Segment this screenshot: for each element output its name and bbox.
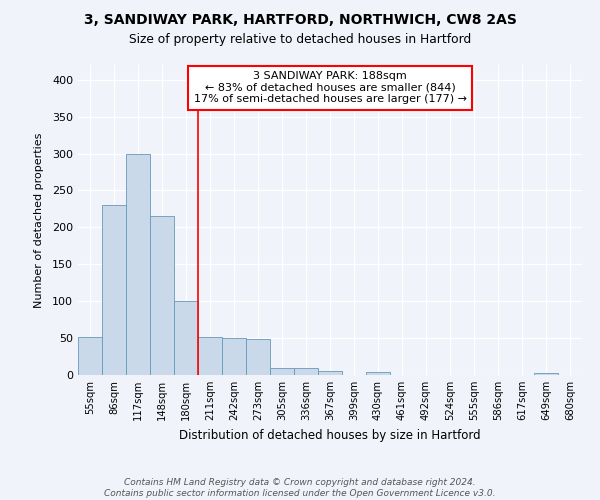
Bar [246,339,270,375]
Bar [78,336,102,375]
Bar [294,368,318,375]
Y-axis label: Number of detached properties: Number of detached properties [34,132,44,308]
Text: 3, SANDIWAY PARK, HARTFORD, NORTHWICH, CW8 2AS: 3, SANDIWAY PARK, HARTFORD, NORTHWICH, C… [83,12,517,26]
X-axis label: Distribution of detached houses by size in Hartford: Distribution of detached houses by size … [179,428,481,442]
Bar [198,336,222,375]
Bar [366,372,390,375]
Bar [174,301,198,375]
Bar [102,205,126,375]
Bar [318,370,342,375]
Text: Size of property relative to detached houses in Hartford: Size of property relative to detached ho… [129,32,471,46]
Bar [534,373,558,375]
Bar [126,154,150,375]
Text: Contains HM Land Registry data © Crown copyright and database right 2024.
Contai: Contains HM Land Registry data © Crown c… [104,478,496,498]
Bar [222,338,246,375]
Bar [150,216,174,375]
Bar [270,368,294,375]
Text: 3 SANDIWAY PARK: 188sqm
← 83% of detached houses are smaller (844)
17% of semi-d: 3 SANDIWAY PARK: 188sqm ← 83% of detache… [193,71,467,104]
